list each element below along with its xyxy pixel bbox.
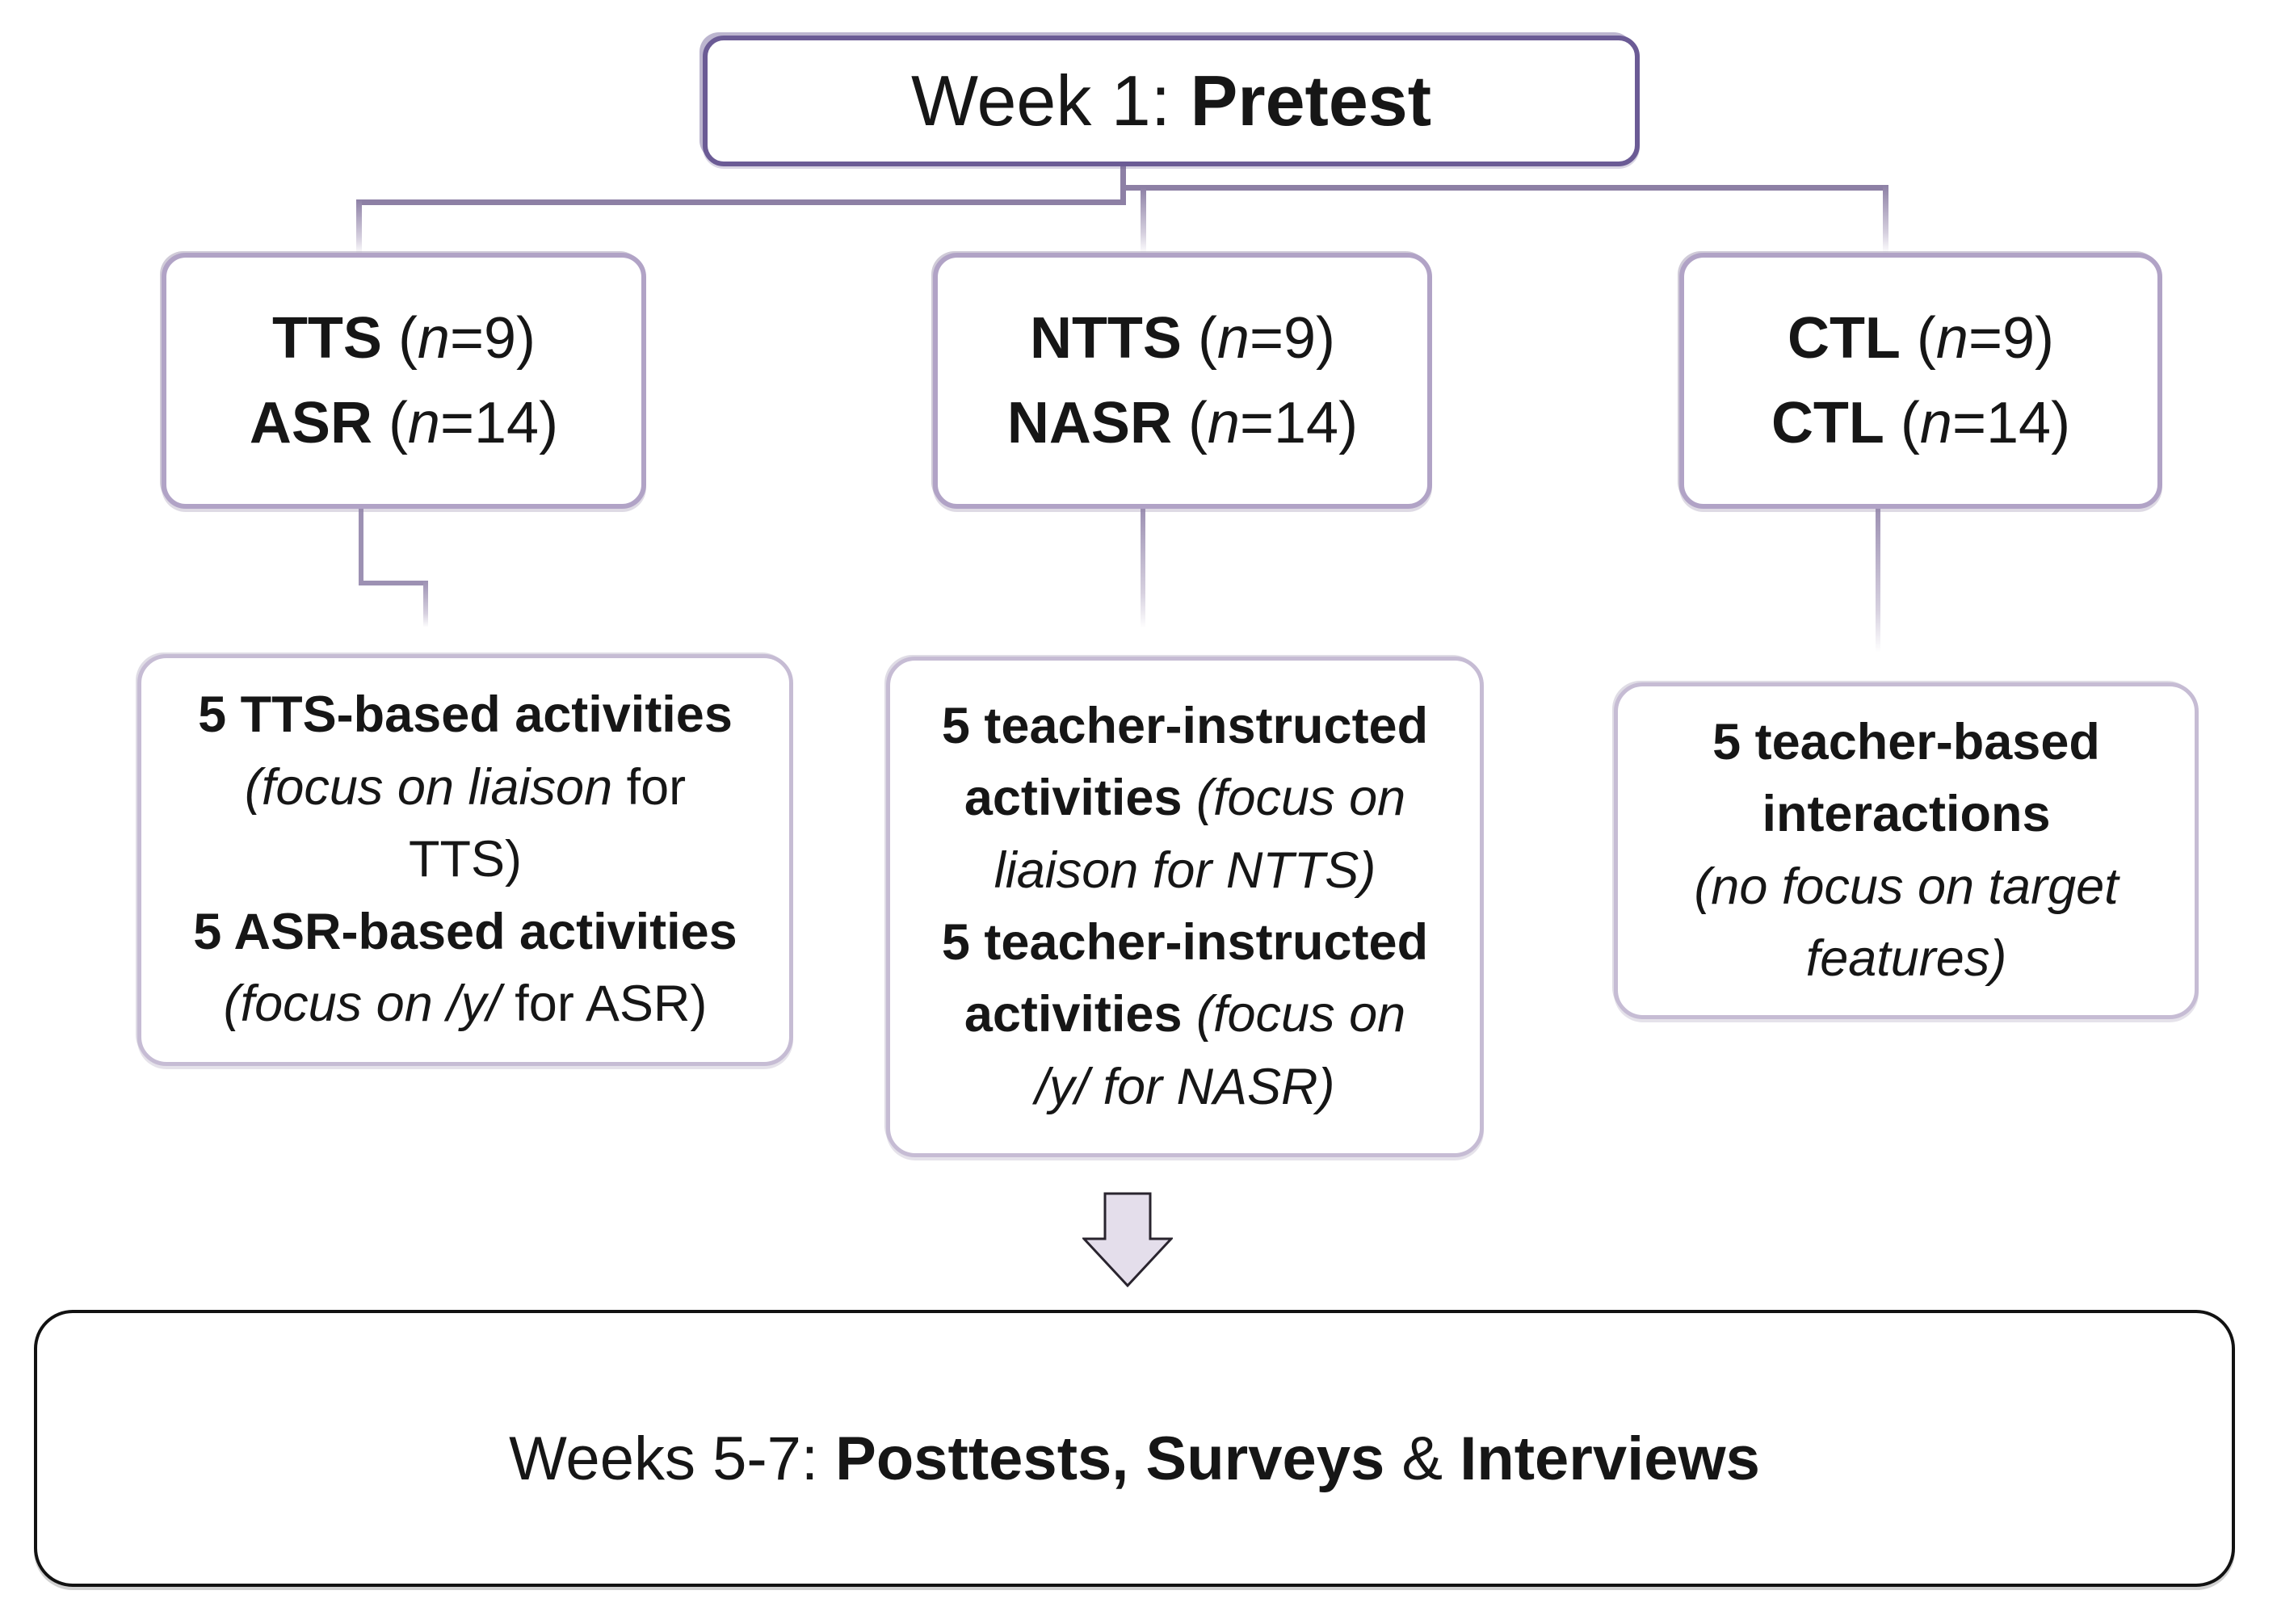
activity-teacher-instructed-text: 5 teacher-instructed activities (focus on…: [941, 697, 1429, 1115]
connector-tts-elbow-h: [359, 581, 428, 585]
connector-drop-ntts: [1141, 187, 1146, 254]
group-box-ctl: CTL (n=9) CTL (n=14): [1679, 253, 2162, 509]
down-arrow-icon: [1082, 1192, 1173, 1287]
connector-tts-elbow-v2: [423, 581, 428, 627]
connector-ctl-activity: [1876, 509, 1880, 653]
weeks5-7-posttest-box: Weeks 5-7: Posttests, Surveys & Intervie…: [34, 1310, 2235, 1587]
connector-drop-ctl: [1883, 185, 1888, 254]
connector-right-horizontal: [1123, 185, 1888, 191]
week1-pretest-box: Week 1: Pretest: [703, 36, 1640, 166]
connector-ntts-activity: [1141, 509, 1145, 628]
activity-teacher-based-text: 5 teacher-based interactions (no focus on …: [1694, 713, 2119, 987]
week1-pretest-label: Week 1: Pretest: [910, 61, 1431, 141]
connector-tts-elbow-v1: [359, 509, 363, 585]
activity-box-tts-asr: 5 TTS-based activities (focus on liaison …: [137, 654, 793, 1066]
group-ctl-label: CTL (n=9) CTL (n=14): [1771, 306, 2071, 455]
activity-box-teacher-instructed: 5 teacher-instructed activities (focus on…: [886, 657, 1484, 1157]
group-ntts-nasr-label: NTTS (n=9) NASR (n=14): [1006, 306, 1359, 455]
activity-box-teacher-based: 5 teacher-based interactions (no focus on …: [1614, 682, 2199, 1019]
down-arrow-shape: [1082, 1192, 1173, 1287]
group-box-ntts-nasr: NTTS (n=9) NASR (n=14): [933, 253, 1432, 509]
activity-tts-asr-text: 5 TTS-based activities (focus on liaison …: [193, 686, 737, 1033]
weeks5-7-posttest-label: Weeks 5-7: Posttests, Surveys & Intervie…: [509, 1425, 1760, 1493]
connector-left-horizontal: [356, 199, 1126, 205]
connector-left-drop-tts: [356, 199, 362, 254]
group-box-tts-asr: TTS (n=9) ASR (n=14): [162, 253, 646, 509]
group-tts-asr-label: TTS (n=9) ASR (n=14): [249, 306, 559, 455]
